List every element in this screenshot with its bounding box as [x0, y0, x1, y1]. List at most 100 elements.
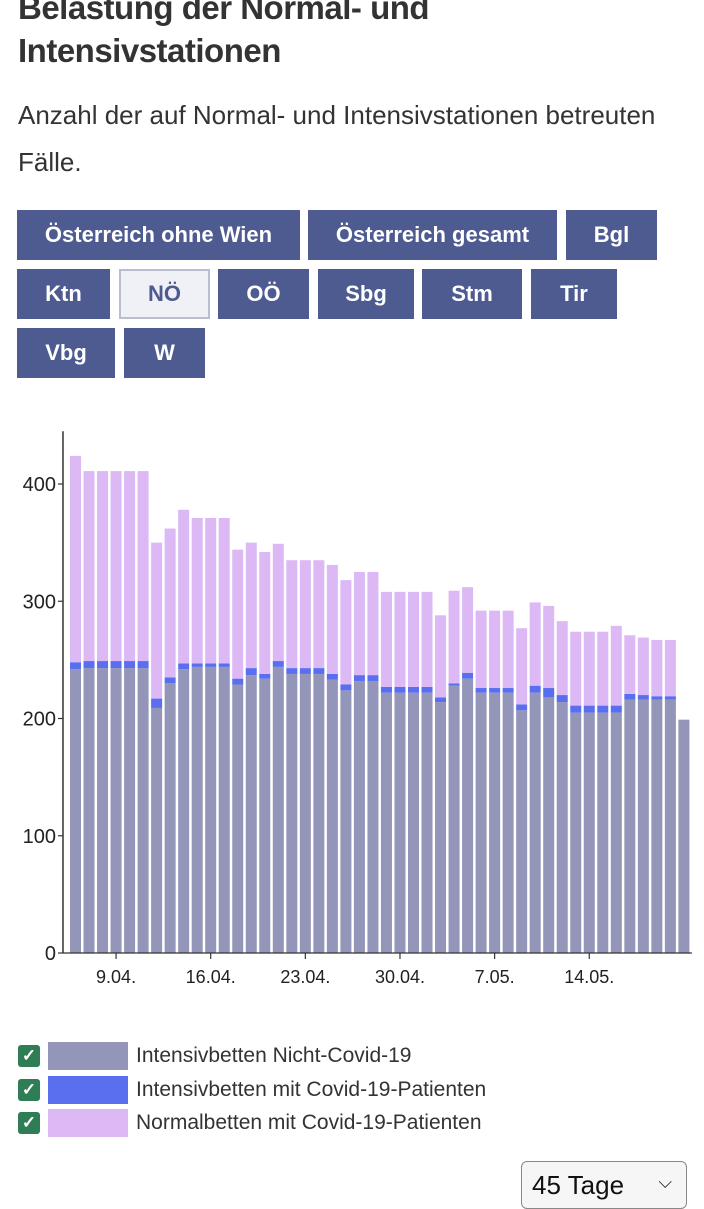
bar-intensivbetten-mit-covid-19-patienten [232, 678, 244, 685]
checkbox-checked-icon[interactable]: ✓ [18, 1112, 40, 1134]
bar-intensivbetten-mit-covid-19-patienten [205, 663, 217, 667]
bar-intensivbetten-nicht-covid-19 [394, 692, 406, 953]
bar-intensivbetten-nicht-covid-19 [556, 702, 568, 953]
bar-normalbetten-mit-covid-19-patienten [448, 590, 460, 684]
bar-intensivbetten-mit-covid-19-patienten [299, 668, 311, 674]
x-tick-label: 7.05. [475, 967, 515, 987]
legend-item-intensiv-covid[interactable]: ✓ Intensivbetten mit Covid-19-Patienten [18, 1076, 486, 1104]
bar-normalbetten-mit-covid-19-patienten [408, 591, 419, 687]
checkbox-checked-icon[interactable]: ✓ [18, 1045, 40, 1067]
bar-intensivbetten-mit-covid-19-patienten [340, 684, 352, 691]
chevron-down-icon: ⌵ [658, 1172, 672, 1192]
region-button-stm[interactable]: Stm [422, 269, 522, 319]
legend-item-intensiv-nicht-covid[interactable]: ✓ Intensivbetten Nicht-Covid-19 [18, 1042, 411, 1070]
bar-intensivbetten-nicht-covid-19 [259, 678, 271, 953]
bar-intensivbetten-nicht-covid-19 [313, 673, 325, 953]
bar-intensivbetten-mit-covid-19-patienten [124, 661, 136, 669]
bar-normalbetten-mit-covid-19-patienten [529, 602, 541, 686]
bar-intensivbetten-nicht-covid-19 [529, 692, 541, 953]
legend-label: Intensivbetten Nicht-Covid-19 [136, 1044, 412, 1067]
y-tick-label: 100 [23, 826, 56, 848]
bar-intensivbetten-mit-covid-19-patienten [326, 673, 338, 680]
bar-intensivbetten-mit-covid-19-patienten [664, 696, 676, 700]
bar-intensivbetten-mit-covid-19-patienten [313, 668, 325, 674]
region-button-ooe[interactable]: OÖ [218, 269, 309, 319]
bar-normalbetten-mit-covid-19-patienten [340, 580, 352, 685]
bar-normalbetten-mit-covid-19-patienten [245, 542, 257, 669]
x-axis: 9.04. 16.04. 23.04. 30.04. 7.05. 14.05. [63, 952, 692, 987]
bar-intensivbetten-nicht-covid-19 [272, 666, 284, 953]
stacked-bar-chart: 0 100 200 300 400 9.04. 16.04. 23.04. 30.04. 7.0… [23, 431, 692, 987]
bar-intensivbetten-nicht-covid-19 [367, 680, 379, 953]
legend-item-normal-covid[interactable]: ✓ Normalbetten mit Covid-19-Patienten [18, 1109, 482, 1137]
region-button-sbg[interactable]: Sbg [318, 269, 414, 319]
bar-normalbetten-mit-covid-19-patienten [583, 631, 595, 706]
page-subtitle: Anzahl der auf Normal- und Intensivstati… [18, 100, 656, 177]
bar-intensivbetten-nicht-covid-19 [516, 710, 528, 953]
region-button-bgl[interactable]: Bgl [566, 210, 657, 260]
bar-intensivbetten-nicht-covid-19 [678, 719, 690, 953]
legend-label: Normalbetten mit Covid-19-Patienten [136, 1111, 482, 1134]
checkbox-checked-icon[interactable]: ✓ [18, 1079, 40, 1101]
bar-intensivbetten-mit-covid-19-patienten [70, 662, 81, 670]
bar-normalbetten-mit-covid-19-patienten [435, 615, 447, 698]
bar-intensivbetten-mit-covid-19-patienten [353, 675, 365, 681]
bar-intensivbetten-nicht-covid-19 [151, 707, 163, 953]
page-title: Belastung der Normal- und Intensivstatio… [18, 0, 430, 69]
x-tick-label: 30.04. [375, 967, 425, 987]
x-tick-label: 14.05. [564, 967, 614, 987]
bar-normalbetten-mit-covid-19-patienten [313, 560, 325, 669]
bar-normalbetten-mit-covid-19-patienten [380, 591, 392, 687]
bars-group [70, 455, 690, 953]
bar-intensivbetten-nicht-covid-19 [448, 685, 460, 953]
bar-intensivbetten-nicht-covid-19 [245, 675, 257, 953]
bar-normalbetten-mit-covid-19-patienten [124, 471, 136, 662]
region-button-oesterreich-ohne-wien[interactable]: Österreich ohne Wien [17, 210, 300, 260]
y-tick-label: 400 [23, 474, 56, 496]
bar-normalbetten-mit-covid-19-patienten [286, 560, 298, 669]
bar-intensivbetten-nicht-covid-19 [218, 666, 230, 953]
bar-intensivbetten-mit-covid-19-patienten [394, 686, 406, 693]
bar-intensivbetten-nicht-covid-19 [326, 679, 338, 953]
legend-swatch [48, 1109, 128, 1137]
bar-intensivbetten-mit-covid-19-patienten [543, 688, 555, 698]
region-button-vbg[interactable]: Vbg [17, 328, 115, 378]
bar-intensivbetten-mit-covid-19-patienten [610, 705, 622, 713]
bar-intensivbetten-nicht-covid-19 [570, 712, 582, 953]
region-button-noe[interactable]: NÖ [119, 269, 210, 319]
bar-intensivbetten-nicht-covid-19 [543, 697, 555, 953]
range-select[interactable]: 45 Tage ⌵ [521, 1161, 687, 1209]
bar-intensivbetten-nicht-covid-19 [83, 668, 95, 953]
bar-normalbetten-mit-covid-19-patienten [191, 518, 203, 664]
region-button-ktn[interactable]: Ktn [17, 269, 110, 319]
bar-intensivbetten-nicht-covid-19 [178, 669, 190, 953]
range-select-value: 45 Tage [532, 1169, 625, 1200]
bar-intensivbetten-nicht-covid-19 [97, 668, 109, 953]
region-button-tir[interactable]: Tir [531, 269, 617, 319]
legend-swatch [48, 1042, 128, 1070]
bar-intensivbetten-mit-covid-19-patienten [570, 705, 582, 713]
bar-normalbetten-mit-covid-19-patienten [597, 631, 609, 706]
bar-intensivbetten-nicht-covid-19 [205, 666, 217, 953]
bar-intensivbetten-mit-covid-19-patienten [272, 661, 284, 667]
y-tick-label: 300 [23, 591, 56, 613]
region-button-oesterreich-gesamt[interactable]: Österreich gesamt [308, 210, 557, 260]
bar-intensivbetten-nicht-covid-19 [610, 712, 622, 953]
bar-intensivbetten-mit-covid-19-patienten [164, 677, 176, 684]
bar-intensivbetten-nicht-covid-19 [340, 690, 352, 953]
bar-normalbetten-mit-covid-19-patienten [83, 471, 95, 662]
bar-intensivbetten-mit-covid-19-patienten [97, 661, 109, 669]
legend-label: Intensivbetten mit Covid-19-Patienten [136, 1078, 487, 1101]
bar-intensivbetten-nicht-covid-19 [137, 668, 149, 953]
bar-intensivbetten-nicht-covid-19 [164, 683, 176, 953]
bar-normalbetten-mit-covid-19-patienten [259, 552, 271, 674]
bar-intensivbetten-mit-covid-19-patienten [380, 686, 392, 693]
bar-intensivbetten-nicht-covid-19 [380, 692, 392, 953]
bar-intensivbetten-nicht-covid-19 [70, 669, 81, 953]
bar-normalbetten-mit-covid-19-patienten [556, 621, 568, 696]
region-button-w[interactable]: W [124, 328, 205, 378]
bar-intensivbetten-nicht-covid-19 [664, 699, 676, 953]
bar-normalbetten-mit-covid-19-patienten [664, 639, 676, 697]
bar-intensivbetten-mit-covid-19-patienten [218, 663, 230, 667]
bar-intensivbetten-nicht-covid-19 [191, 666, 203, 953]
